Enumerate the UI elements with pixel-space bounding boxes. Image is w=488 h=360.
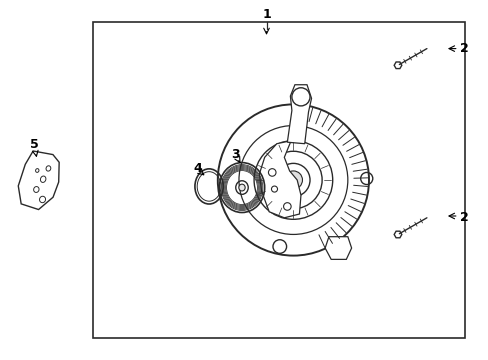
Text: 2: 2 xyxy=(459,42,468,55)
Ellipse shape xyxy=(34,186,39,193)
Text: 2: 2 xyxy=(459,211,468,224)
Text: 1: 1 xyxy=(262,8,270,21)
Text: 4: 4 xyxy=(193,162,202,175)
Ellipse shape xyxy=(36,168,39,172)
Ellipse shape xyxy=(238,184,244,191)
Text: 3: 3 xyxy=(230,148,239,161)
Ellipse shape xyxy=(40,196,45,203)
Polygon shape xyxy=(393,231,401,238)
Polygon shape xyxy=(393,62,401,69)
Text: 5: 5 xyxy=(29,138,38,150)
Polygon shape xyxy=(259,141,300,218)
Circle shape xyxy=(284,171,302,189)
Polygon shape xyxy=(287,85,311,144)
Ellipse shape xyxy=(46,166,51,171)
Polygon shape xyxy=(325,237,351,259)
Ellipse shape xyxy=(41,176,46,183)
Polygon shape xyxy=(18,151,59,210)
Bar xyxy=(93,22,464,338)
